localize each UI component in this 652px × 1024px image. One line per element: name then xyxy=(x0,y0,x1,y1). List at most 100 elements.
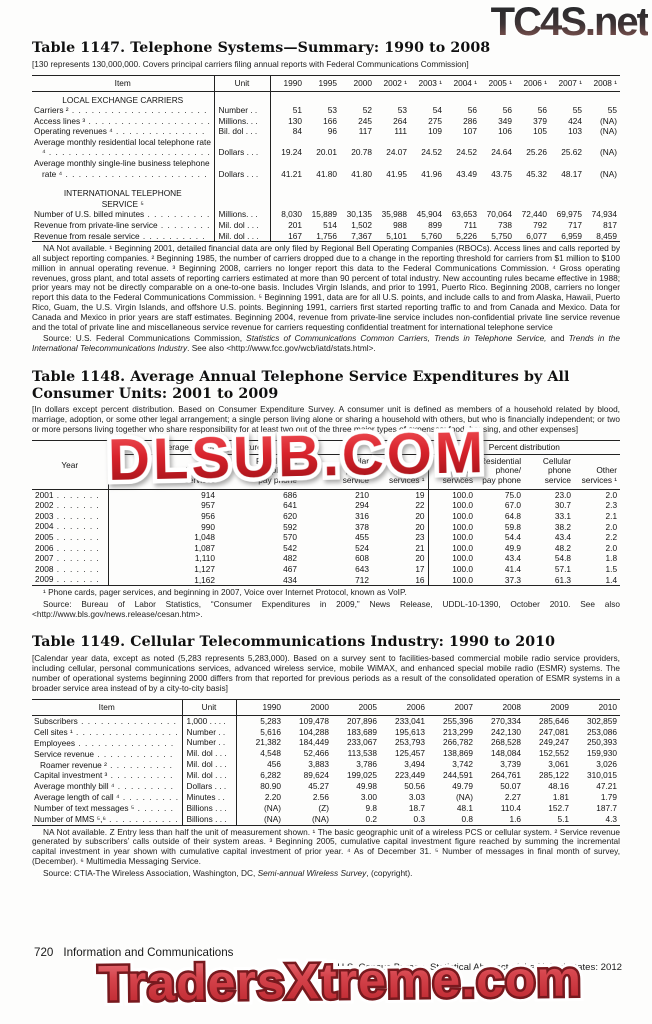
table-cell: Dollars . . . xyxy=(213,158,271,180)
table-cell: 2005 ¹ xyxy=(480,75,515,92)
table-cell: Cell sites ¹ xyxy=(32,727,182,738)
table-cell xyxy=(445,91,480,105)
table-cell: 24.07 xyxy=(386,147,407,158)
table-cell: Item xyxy=(32,75,214,92)
table-cell: 100.0 xyxy=(427,532,477,543)
table-cell: 54 xyxy=(432,105,442,116)
table-cell: 5,226 xyxy=(456,230,477,241)
table-cell: 52,466 xyxy=(303,748,329,759)
table-cell: 2006 xyxy=(380,699,428,716)
cellular-industry-table: Item Unit 1990 2000 2005 2006 2007 2008 2009 2010… xyxy=(32,698,620,826)
table-cell: 53 xyxy=(397,105,407,116)
table-cell xyxy=(270,91,305,105)
table-cell: 41.96 xyxy=(421,168,442,179)
table-cell: 48.2 xyxy=(554,542,572,553)
table-cell: Mil. dol . . . xyxy=(181,770,237,782)
table-cell: 96 xyxy=(327,126,337,137)
table-cell xyxy=(515,91,550,105)
table-cell: 643 xyxy=(355,563,369,574)
table-cell: 2008 xyxy=(476,699,524,716)
table-cell: 266,782 xyxy=(443,737,473,748)
table-cell: 50.07 xyxy=(500,781,521,792)
table-cell: 30.7 xyxy=(554,500,572,511)
table-cell: (Z) xyxy=(318,802,329,813)
table-cell: 1,502 xyxy=(351,220,372,231)
table-cell: Revenue from resale service xyxy=(32,231,214,242)
table-cell: 294 xyxy=(355,500,369,511)
table-cell: 1,110 xyxy=(194,553,215,564)
table-cell xyxy=(585,91,620,105)
table-cell: 1,048 xyxy=(194,532,215,543)
page-number: 720 xyxy=(34,946,54,959)
table-cell: 5,283 xyxy=(260,715,281,726)
table-cell: 2007 ¹ xyxy=(550,75,585,92)
table-cell: 2.56 xyxy=(312,791,329,802)
table-cell: 45.27 xyxy=(308,781,329,792)
table-cell: 956 xyxy=(201,510,215,521)
table-cell: 57.1 xyxy=(554,563,572,574)
table-cell: 244,591 xyxy=(443,770,473,781)
table-cell: 1,000 . . . . xyxy=(181,715,237,727)
table-cell: (NA) xyxy=(455,791,473,802)
table-cell: 8,459 xyxy=(596,230,617,241)
table-cell: 378 xyxy=(355,521,369,532)
table-cell: 3,786 xyxy=(356,759,377,770)
table-cell: 247,081 xyxy=(539,726,569,737)
table-cell: Bil. dol . . . xyxy=(213,126,271,137)
table-cell: 738 xyxy=(498,220,512,231)
table-cell: 21,382 xyxy=(255,737,281,748)
table-1148-section: Table 1148. Average Annual Telephone Ser… xyxy=(32,368,621,619)
table-cell: 25.62 xyxy=(561,147,582,158)
table-cell xyxy=(410,179,445,209)
table-cell: 63,653 xyxy=(451,209,477,220)
table-body: Subscribers1,000 . . . . 5,283 109,478 207,… xyxy=(32,715,620,826)
table-cell: 245 xyxy=(358,115,372,126)
table-cell: 2000 xyxy=(340,75,375,92)
table-cell: 264 xyxy=(393,115,407,126)
table-cell: 199,025 xyxy=(347,770,377,781)
table-cell: 80.90 xyxy=(260,781,281,792)
table-cell: 711 xyxy=(463,220,477,231)
table-cell: Revenue from private-line service xyxy=(32,220,214,231)
table-cell: 109,478 xyxy=(299,715,329,726)
table-cell: 1,087 xyxy=(194,542,215,553)
table-cell: 103 xyxy=(568,126,582,137)
table-cell: 100.0 xyxy=(427,563,477,575)
table-cell: Employees xyxy=(32,737,182,748)
table-cell: 48.17 xyxy=(561,168,582,179)
table-row: Subscribers1,000 . . . . 5,283 109,478 207,… xyxy=(32,715,620,727)
table-cell: 167 xyxy=(288,230,302,241)
table-cell: 100.0 xyxy=(427,500,477,511)
table-row: Revenue from private-line serviceMil. do… xyxy=(32,220,620,231)
table-cell: 41.95 xyxy=(386,168,407,179)
table-row: Access lines ³Millions. . . 130 166 245 264 2… xyxy=(32,115,620,127)
table-cell: 24.64 xyxy=(491,147,512,158)
table-cell: Millions. . . xyxy=(213,115,271,127)
table-cell: 64.8 xyxy=(504,510,522,521)
table-cell: (NA) xyxy=(263,802,281,813)
table-cell: 152,552 xyxy=(539,748,569,759)
table-cell: 19.24 xyxy=(281,147,302,158)
table-cell: Dollars . . . xyxy=(181,781,237,792)
table-cell: 43.49 xyxy=(456,168,477,179)
table-cell: 52 xyxy=(362,105,372,116)
table-cell: 620 xyxy=(283,510,297,521)
table-1148-title: Table 1148. Average Annual Telephone Ser… xyxy=(32,368,570,402)
table-cell: 542 xyxy=(283,542,297,553)
table-cell: 55 xyxy=(607,105,617,116)
table-cell: 67.0 xyxy=(504,500,522,511)
table-cell: 5,760 xyxy=(421,230,442,241)
table-cell: 253,793 xyxy=(395,737,425,748)
source-text-segment: . See also <http://www.fcc.gov/wcb/iatd/… xyxy=(187,343,376,354)
table-cell: 2004 ¹ xyxy=(445,75,480,92)
table-cell: 125,457 xyxy=(395,748,425,759)
table-cell: 242,130 xyxy=(491,726,521,737)
table-cell: 3,739 xyxy=(500,759,521,770)
table-cell: Billions . . . xyxy=(181,813,237,826)
table-cell: Carriers ² xyxy=(32,105,214,116)
table-cell: 467 xyxy=(283,563,297,574)
table-cell: 41.80 xyxy=(316,168,337,179)
table-cell: 17 xyxy=(415,563,425,574)
table-cell: 990 xyxy=(201,521,215,532)
